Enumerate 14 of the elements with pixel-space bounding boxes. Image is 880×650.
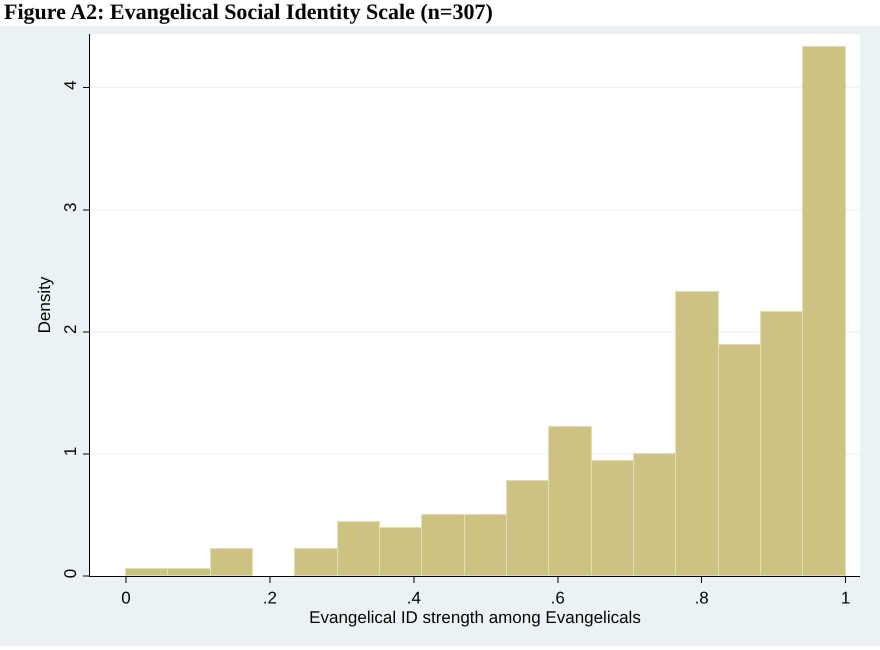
y-tick-label: 4 [61,80,80,90]
chart-title: Figure A2: Evangelical Social Identity Scale (n=307) [3,0,494,26]
y-tick-label: 1 [61,446,80,456]
y-tick-label: 2 [61,324,80,334]
x-axis-title: Evangelical ID strength among Evangelicals [309,608,641,627]
y-tick-label: 3 [61,202,80,212]
x-tick-label: 0 [121,588,131,608]
x-tick-label: .2 [262,588,278,608]
x-tick-label: .8 [694,588,709,608]
y-tick-label: 0 [61,568,80,578]
x-tick-label: 1 [840,588,850,608]
y-axis-title: Density [34,276,54,334]
x-tick-label: .4 [406,588,421,608]
x-tick-label: .6 [550,588,565,608]
